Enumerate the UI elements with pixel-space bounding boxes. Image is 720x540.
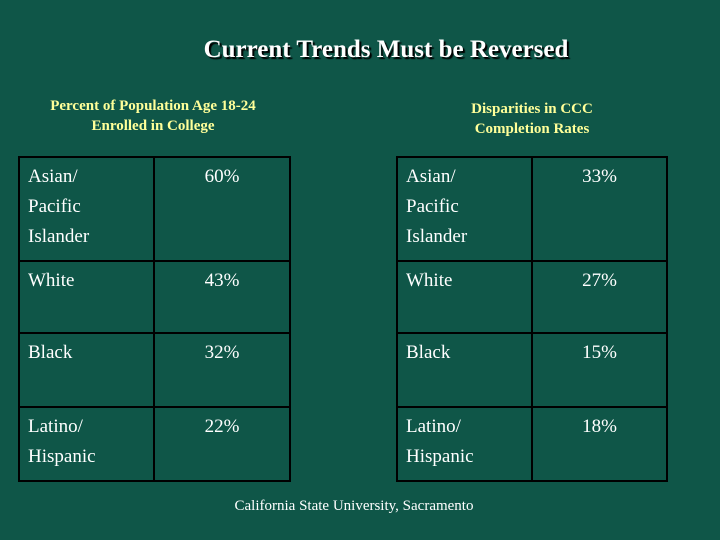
table-row: White 27% xyxy=(396,260,668,334)
table-row: Latino/ Hispanic 22% xyxy=(18,406,291,482)
percent-cell: 43% xyxy=(153,260,291,334)
percent-cell: 22% xyxy=(153,406,291,482)
completion-table: Asian/ Pacific Islander 33% White 27% Bl… xyxy=(396,156,668,482)
group-cell: Latino/ Hispanic xyxy=(396,406,533,482)
enrollment-heading: Percent of Population Age 18-24 Enrolled… xyxy=(50,98,256,134)
group-cell: Black xyxy=(396,332,533,408)
percent-cell: 27% xyxy=(531,260,668,334)
table-row: Latino/ Hispanic 18% xyxy=(396,406,668,482)
percent-cell: 33% xyxy=(531,156,668,262)
table-row: Black 32% xyxy=(18,332,291,408)
group-cell: Black xyxy=(18,332,155,408)
table-row: Asian/ Pacific Islander 33% xyxy=(396,156,668,262)
table-row: Black 15% xyxy=(396,332,668,408)
enrollment-table: Asian/ Pacific Islander 60% White 43% Bl… xyxy=(18,156,291,482)
slide-title: Current Trends Must be Reversed xyxy=(203,36,569,63)
table-row: Asian/ Pacific Islander 60% xyxy=(18,156,291,262)
percent-cell: 15% xyxy=(531,332,668,408)
completion-heading: Disparities in CCC Completion Rates xyxy=(471,101,593,137)
group-cell: White xyxy=(396,260,533,334)
percent-cell: 32% xyxy=(153,332,291,408)
footer-source: California State University, Sacramento xyxy=(234,498,474,514)
group-cell: Asian/ Pacific Islander xyxy=(396,156,533,262)
group-cell: Asian/ Pacific Islander xyxy=(18,156,155,262)
table-row: White 43% xyxy=(18,260,291,334)
percent-cell: 18% xyxy=(531,406,668,482)
group-cell: Latino/ Hispanic xyxy=(18,406,155,482)
percent-cell: 60% xyxy=(153,156,291,262)
group-cell: White xyxy=(18,260,155,334)
